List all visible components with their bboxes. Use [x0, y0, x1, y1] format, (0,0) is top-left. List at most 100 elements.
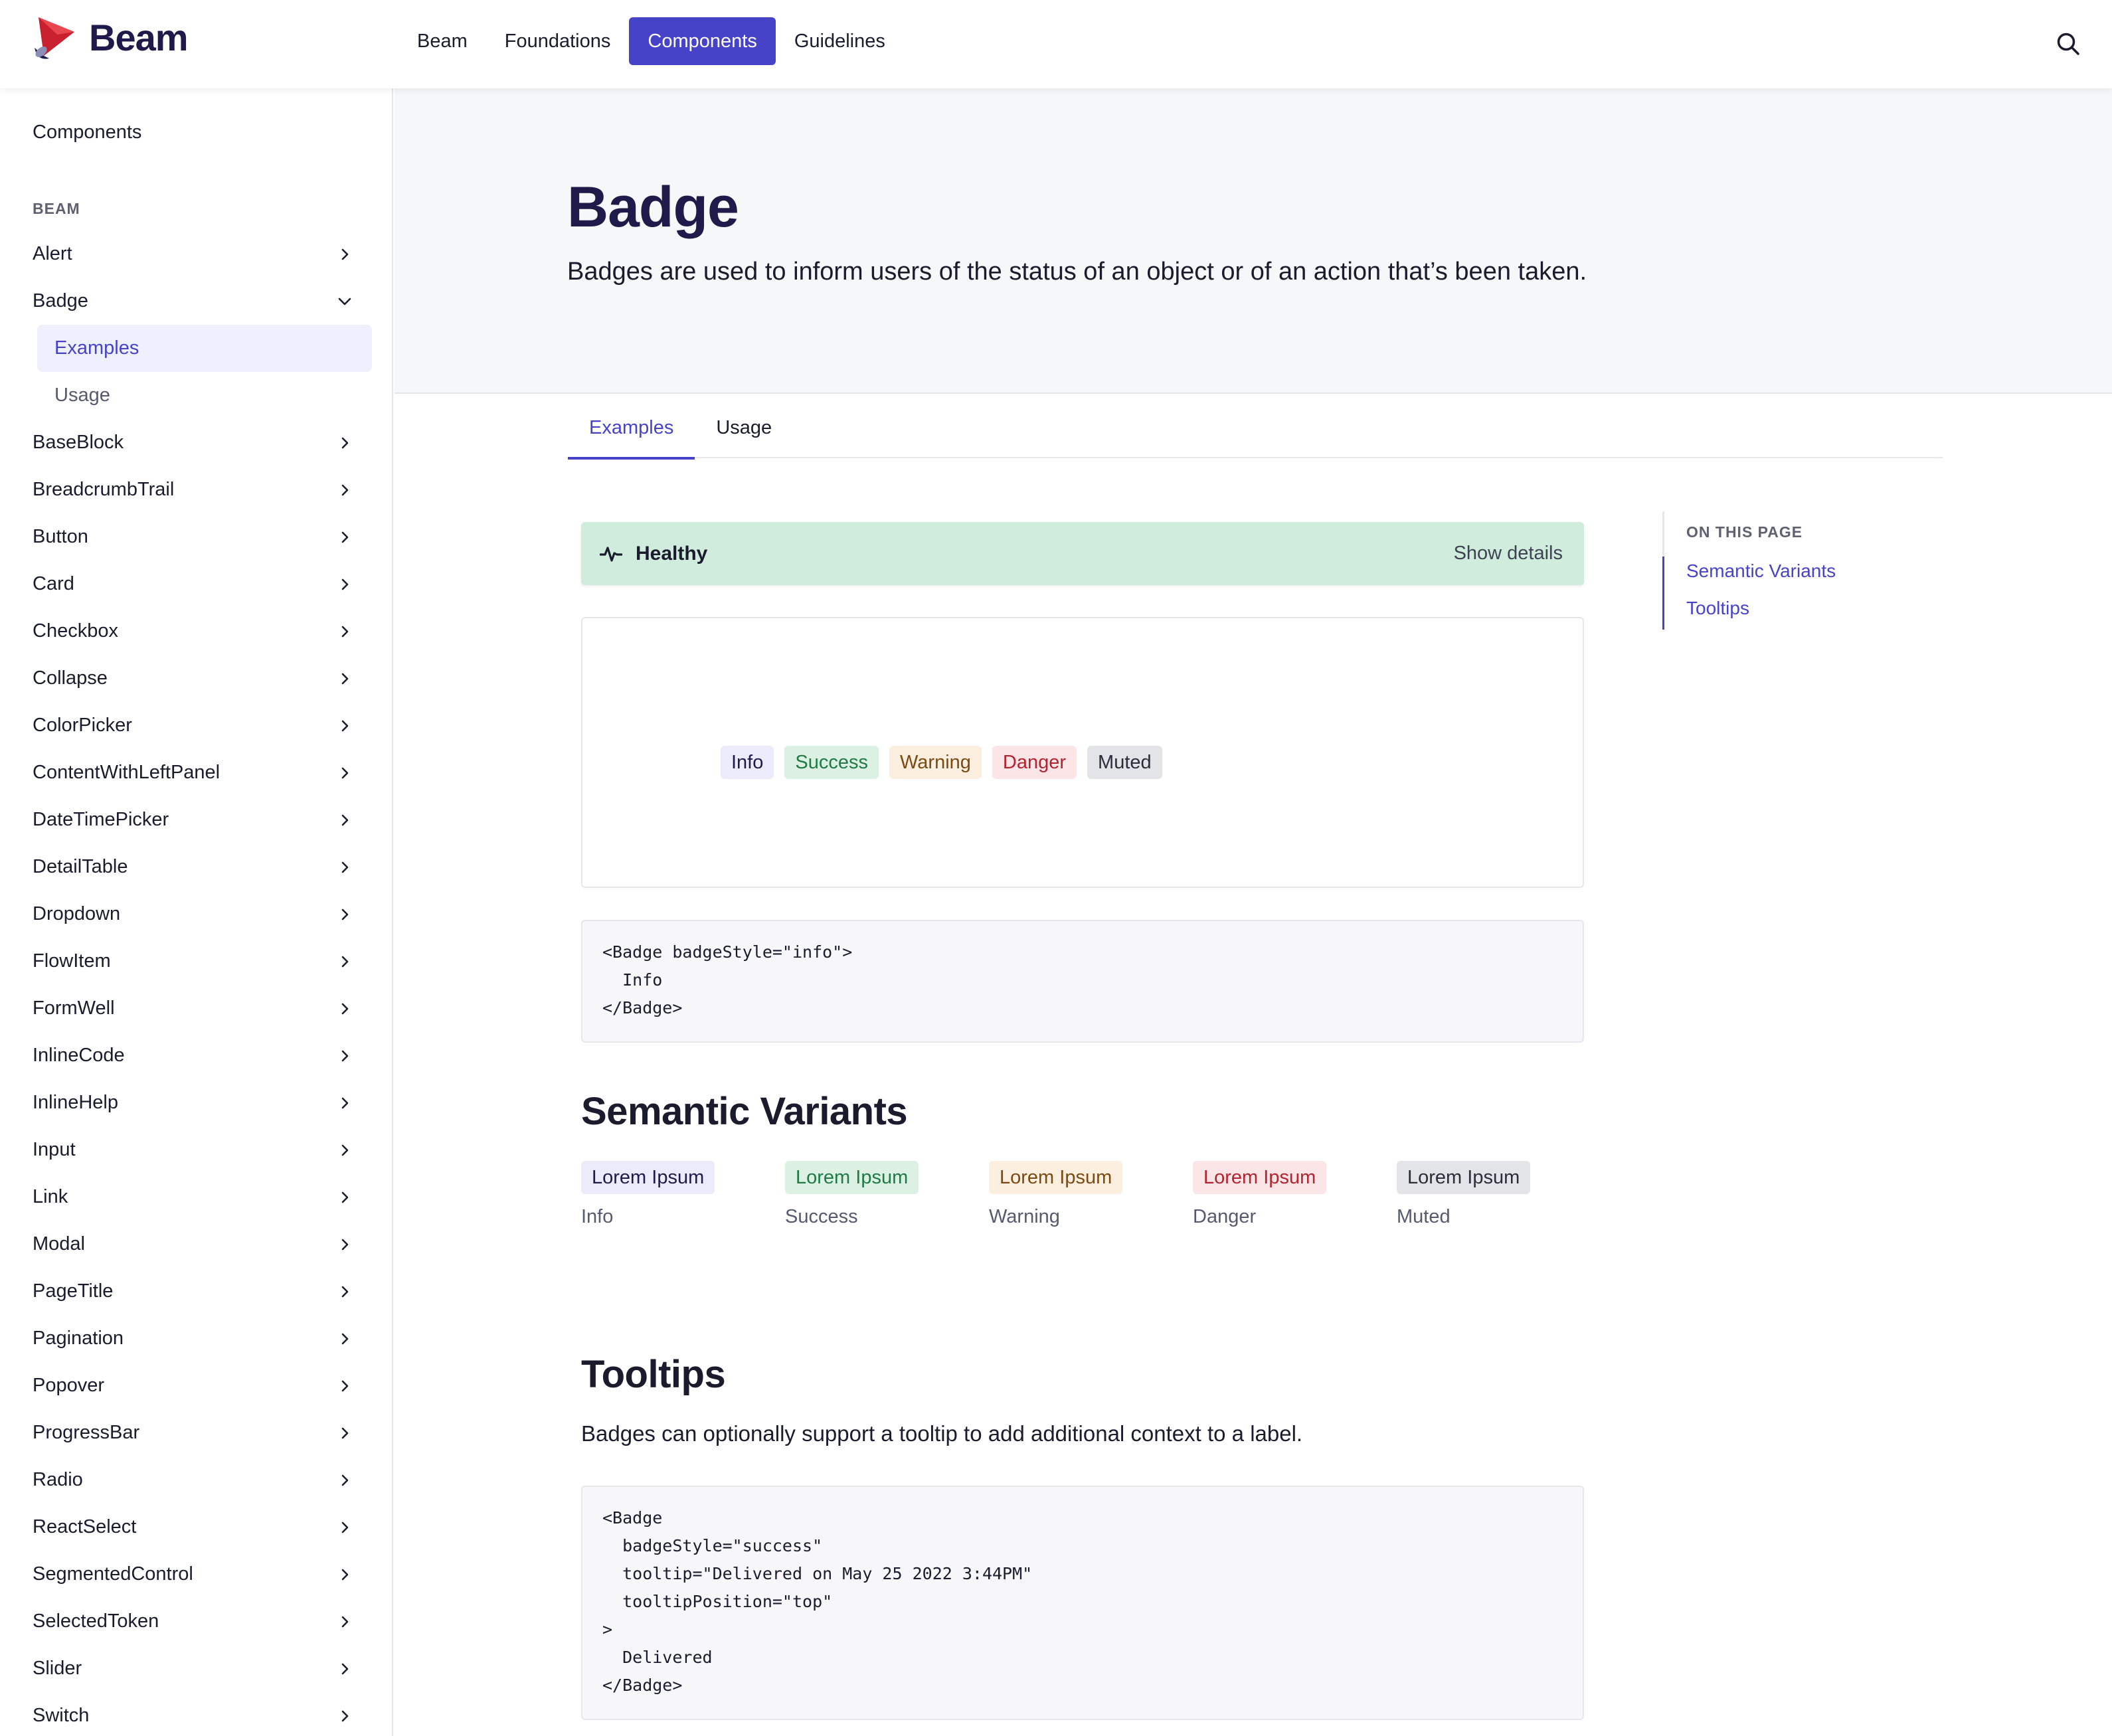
sidebar-item-inlinecode[interactable]: InlineCode: [0, 1032, 392, 1079]
sidebar-item-label: Badge: [33, 290, 88, 311]
variant-badge: Lorem Ipsum: [1397, 1161, 1531, 1194]
variant-badge: Lorem Ipsum: [581, 1161, 715, 1194]
content-tabs: Examples Usage: [568, 394, 1943, 460]
sidebar-item-label: DetailTable: [33, 856, 128, 877]
sidebar-item-pagetitle[interactable]: PageTitle: [0, 1268, 392, 1315]
sidebar-item-label: Slider: [33, 1658, 82, 1679]
sidebar-item-button[interactable]: Button: [0, 513, 392, 561]
code-example-info[interactable]: <Badge badgeStyle="info"> Info </Badge>: [581, 920, 1584, 1043]
sidebar-item-breadcrumbtrail[interactable]: BreadcrumbTrail: [0, 466, 392, 513]
sidebar-item-checkbox[interactable]: Checkbox: [0, 608, 392, 655]
toc-link-tooltips[interactable]: Tooltips: [1686, 598, 1749, 618]
sidebar-item-label: Pagination: [33, 1328, 124, 1349]
badge-muted: Muted: [1087, 746, 1162, 779]
chevron-right-icon: [336, 1519, 353, 1536]
badge-info: Info: [721, 746, 774, 779]
sidebar-item-reactselect[interactable]: ReactSelect: [0, 1504, 392, 1551]
sidebar-home-link[interactable]: Components: [33, 122, 142, 143]
sidebar-item-link[interactable]: Link: [0, 1173, 392, 1221]
sidebar-item-label: Switch: [33, 1705, 90, 1726]
sidebar-item-label: ContentWithLeftPanel: [33, 762, 220, 783]
sidebar-item-datetimepicker[interactable]: DateTimePicker: [0, 796, 392, 843]
badge-success: Success: [784, 746, 879, 779]
search-button[interactable]: [2048, 24, 2088, 64]
variant-muted: Lorem Ipsum Muted: [1397, 1161, 1601, 1228]
chevron-right-icon: [336, 953, 353, 970]
pulse-icon: [600, 546, 622, 562]
chevron-down-icon: [336, 293, 353, 310]
main-nav: Beam Foundations Components Guidelines: [398, 17, 904, 65]
variant-warning: Lorem Ipsum Warning: [989, 1161, 1193, 1228]
variant-danger: Lorem Ipsum Danger: [1193, 1161, 1397, 1228]
sidebar-item-contentwithleftpanel[interactable]: ContentWithLeftPanel: [0, 749, 392, 796]
sidebar-item-flowitem[interactable]: FlowItem: [0, 938, 392, 985]
badge-warning: Warning: [889, 746, 982, 779]
tab-usage[interactable]: Usage: [716, 417, 772, 438]
sidebar-item-alert[interactable]: Alert: [0, 230, 392, 278]
chevron-right-icon: [336, 623, 353, 640]
sidebar-item-modal[interactable]: Modal: [0, 1221, 392, 1268]
chevron-right-icon: [336, 1707, 353, 1725]
sidebar-item-label: Button: [33, 526, 88, 547]
sidebar-item-label: Input: [33, 1139, 76, 1160]
chevron-right-icon: [336, 481, 353, 499]
chevron-right-icon: [336, 670, 353, 687]
search-icon: [2057, 33, 2079, 55]
sidebar-item-label: SelectedToken: [33, 1610, 159, 1632]
toc-link-semantic-variants[interactable]: Semantic Variants: [1686, 561, 1836, 581]
nav-foundations[interactable]: Foundations: [504, 31, 611, 52]
chevron-right-icon: [336, 1472, 353, 1489]
sidebar-item-slider[interactable]: Slider: [0, 1645, 392, 1692]
sidebar-item-label: InlineHelp: [33, 1092, 118, 1113]
toc-active-indicator: [1662, 557, 1664, 630]
sidebar-item-pagination[interactable]: Pagination: [0, 1315, 392, 1362]
page-hero: Badge Badges are used to inform users of…: [395, 88, 2112, 394]
chevron-right-icon: [336, 1566, 353, 1583]
chevron-right-icon: [336, 1189, 353, 1206]
tab-examples[interactable]: Examples: [568, 394, 695, 460]
chevron-right-icon: [336, 434, 353, 452]
sidebar-item-label: Collapse: [33, 667, 108, 689]
sidebar-list: Alert Badge Examples Usage BaseBlock Breadcru…: [0, 230, 392, 1736]
show-details-button[interactable]: Show details: [1453, 543, 1563, 564]
sidebar-item-collapse[interactable]: Collapse: [0, 655, 392, 702]
chevron-right-icon: [336, 246, 353, 263]
sidebar-item-card[interactable]: Card: [0, 561, 392, 608]
sidebar-item-selectedtoken[interactable]: SelectedToken: [0, 1598, 392, 1645]
chevron-right-icon: [336, 1377, 353, 1395]
variant-badge: Lorem Ipsum: [1193, 1161, 1327, 1194]
nav-beam[interactable]: Beam: [417, 31, 468, 52]
variant-label: Danger: [1193, 1206, 1257, 1227]
sidebar-item-progressbar[interactable]: ProgressBar: [0, 1409, 392, 1456]
chevron-right-icon: [336, 1142, 353, 1159]
on-this-page: ON THIS PAGE Semantic Variants Tooltips: [1662, 511, 1928, 630]
sidebar-subitem-usage[interactable]: Usage: [54, 385, 110, 406]
sidebar-item-dropdown[interactable]: Dropdown: [0, 891, 392, 938]
sidebar-item-formwell[interactable]: FormWell: [0, 985, 392, 1032]
sidebar-item-baseblock[interactable]: BaseBlock: [0, 419, 392, 466]
sidebar-item-detailtable[interactable]: DetailTable: [0, 843, 392, 891]
sidebar-item-label: SegmentedControl: [33, 1563, 193, 1585]
chevron-right-icon: [336, 529, 353, 546]
sidebar-item-badge[interactable]: Badge: [0, 278, 392, 325]
sidebar-subitem-examples[interactable]: Examples: [37, 325, 372, 372]
sidebar-item-switch[interactable]: Switch: [0, 1692, 392, 1736]
tooltips-heading: Tooltips: [581, 1353, 726, 1396]
sidebar-item-inlinehelp[interactable]: InlineHelp: [0, 1079, 392, 1126]
code-example-tooltip[interactable]: <Badge badgeStyle="success" tooltip="Del…: [581, 1486, 1584, 1720]
status-banner: Healthy Show details: [581, 522, 1584, 585]
preview-badge-row: Info Success Warning Danger Muted: [721, 746, 1173, 779]
chevron-right-icon: [336, 906, 353, 923]
sidebar-item-segmentedcontrol[interactable]: SegmentedControl: [0, 1551, 392, 1598]
nav-guidelines[interactable]: Guidelines: [794, 31, 885, 52]
brand-logo[interactable]: Beam: [32, 12, 189, 62]
variant-success: Lorem Ipsum Success: [785, 1161, 989, 1228]
sidebar-item-popover[interactable]: Popover: [0, 1362, 392, 1409]
example-preview: Info Success Warning Danger Muted: [581, 617, 1584, 888]
sidebar-item-colorpicker[interactable]: ColorPicker: [0, 702, 392, 749]
sidebar-item-label: ProgressBar: [33, 1422, 140, 1443]
sidebar-item-label: Alert: [33, 243, 72, 264]
sidebar-item-input[interactable]: Input: [0, 1126, 392, 1173]
sidebar-item-radio[interactable]: Radio: [0, 1456, 392, 1504]
nav-components[interactable]: Components: [629, 17, 776, 65]
